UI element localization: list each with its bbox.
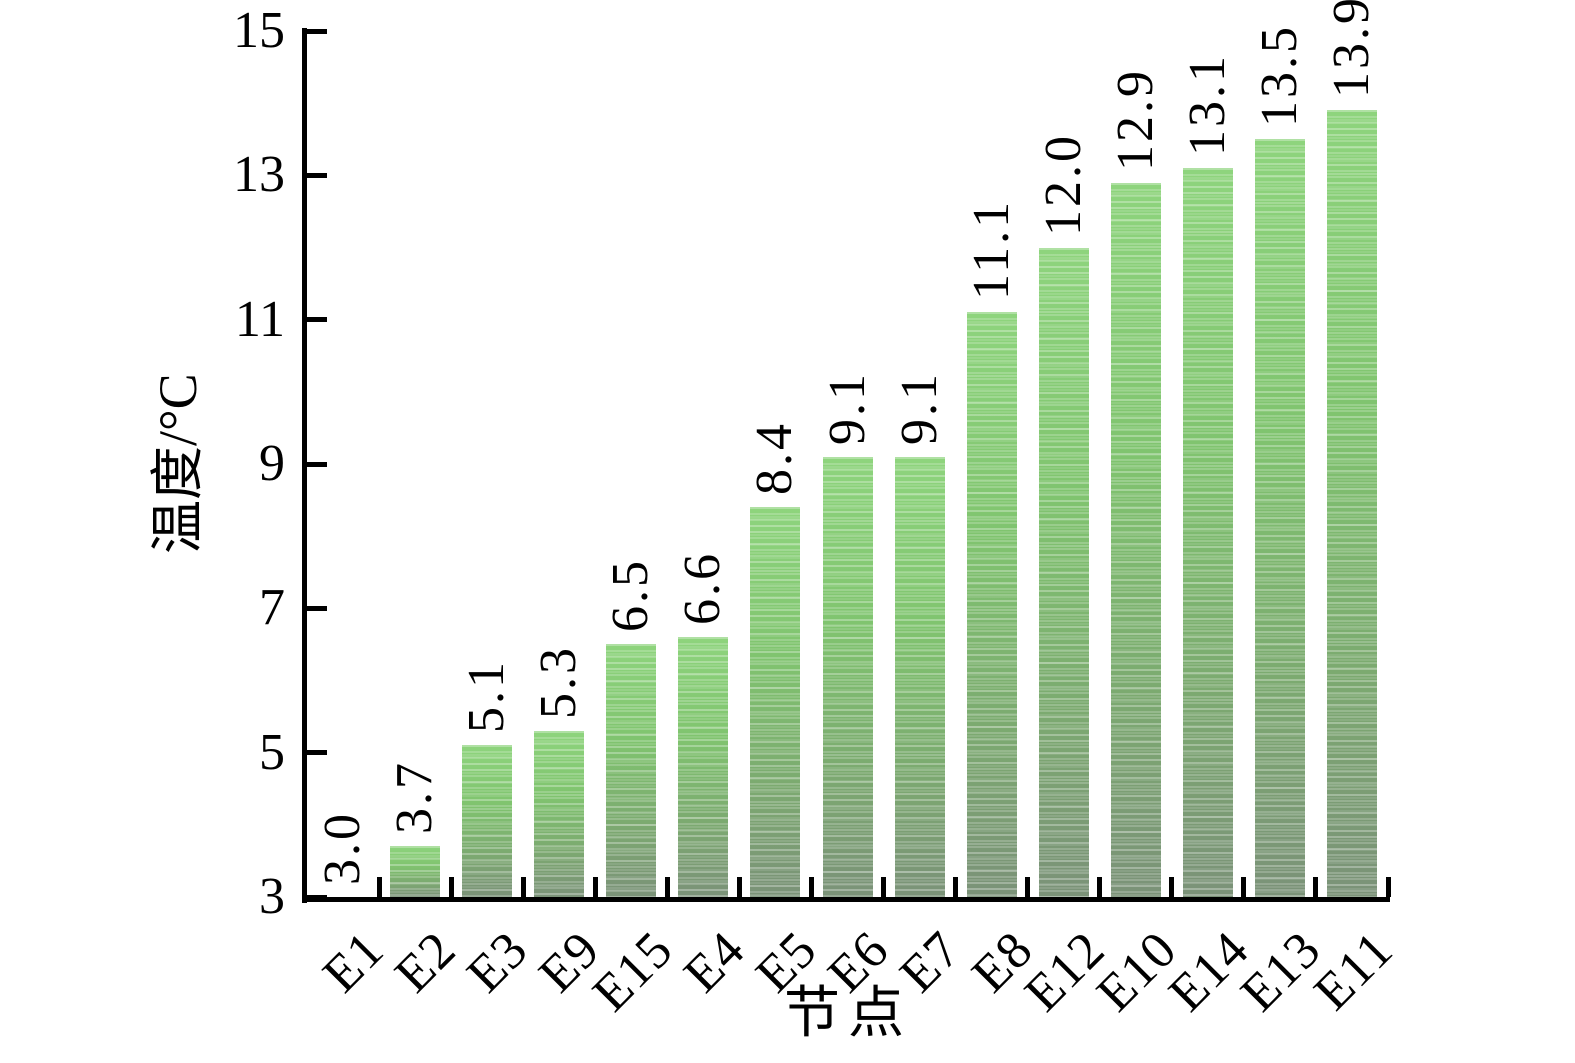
y-tick-label: 11 [234,290,285,348]
bar-value-label: 3.0 [314,811,372,885]
x-tick [953,877,959,897]
y-tick-label: 15 [233,2,285,59]
bar-value-label: 13.5 [1250,24,1308,128]
bar [894,456,945,897]
y-axis-line [302,28,307,903]
bar [678,637,729,897]
x-tick [592,877,598,897]
bar [1254,139,1305,897]
bar [1326,110,1377,897]
x-tick [1097,877,1103,897]
bar [1110,182,1161,897]
y-axis-title: 温度/°C [148,373,208,554]
x-axis-title: 节点 [784,983,912,1045]
bar [1038,247,1089,897]
y-tick [307,605,327,611]
bar [1182,168,1233,897]
y-tick-label: 7 [259,579,285,637]
bar-value-label: 6.6 [674,551,732,626]
y-tick-label: 13 [233,146,285,204]
y-tick [307,28,327,34]
x-tick [1385,877,1391,897]
x-tick [1241,877,1247,897]
bar-value-label: 12.9 [1106,67,1164,171]
bar [462,745,513,897]
x-tick [1025,877,1031,897]
bar [966,312,1017,897]
bar-value-label: 5.1 [458,659,516,734]
y-tick [307,172,327,178]
bar-value-label: 13.9 [1322,0,1380,99]
x-axis-line [302,897,1390,902]
x-category-label: E4 [672,920,756,1004]
x-tick [808,877,814,897]
y-tick [307,461,327,467]
bar-value-label: 6.5 [602,558,660,633]
x-tick [376,877,382,897]
bar-value-label: 13.1 [1178,53,1236,157]
y-tick [307,750,327,756]
bar [822,456,873,897]
bar-value-label: 8.4 [746,421,804,496]
x-tick [736,877,742,897]
bar-value-label: 9.1 [818,370,876,445]
bar-value-label: 3.7 [386,760,444,835]
bar-value-label: 12.0 [1034,132,1092,236]
x-tick [1169,877,1175,897]
x-category-label: E15 [581,920,684,1023]
bar-value-label: 5.3 [530,645,588,720]
bar-value-label: 11.1 [962,199,1020,301]
x-tick [881,877,887,897]
x-category-label: E1 [312,920,396,1004]
x-tick [520,877,526,897]
y-tick [307,317,327,323]
x-tick [1313,877,1319,897]
x-tick [664,877,670,897]
bar [606,644,657,897]
y-tick-label: 9 [259,435,285,492]
x-category-label: E2 [384,920,468,1004]
bar-value-label: 9.1 [890,370,948,445]
bar [534,731,585,897]
bar [750,507,801,897]
bar [390,846,441,897]
x-category-label: E3 [456,920,540,1004]
y-tick-label: 5 [259,723,285,781]
y-tick-label: 3 [259,868,285,925]
x-tick [448,877,454,897]
x-category-label: E11 [1303,920,1405,1022]
